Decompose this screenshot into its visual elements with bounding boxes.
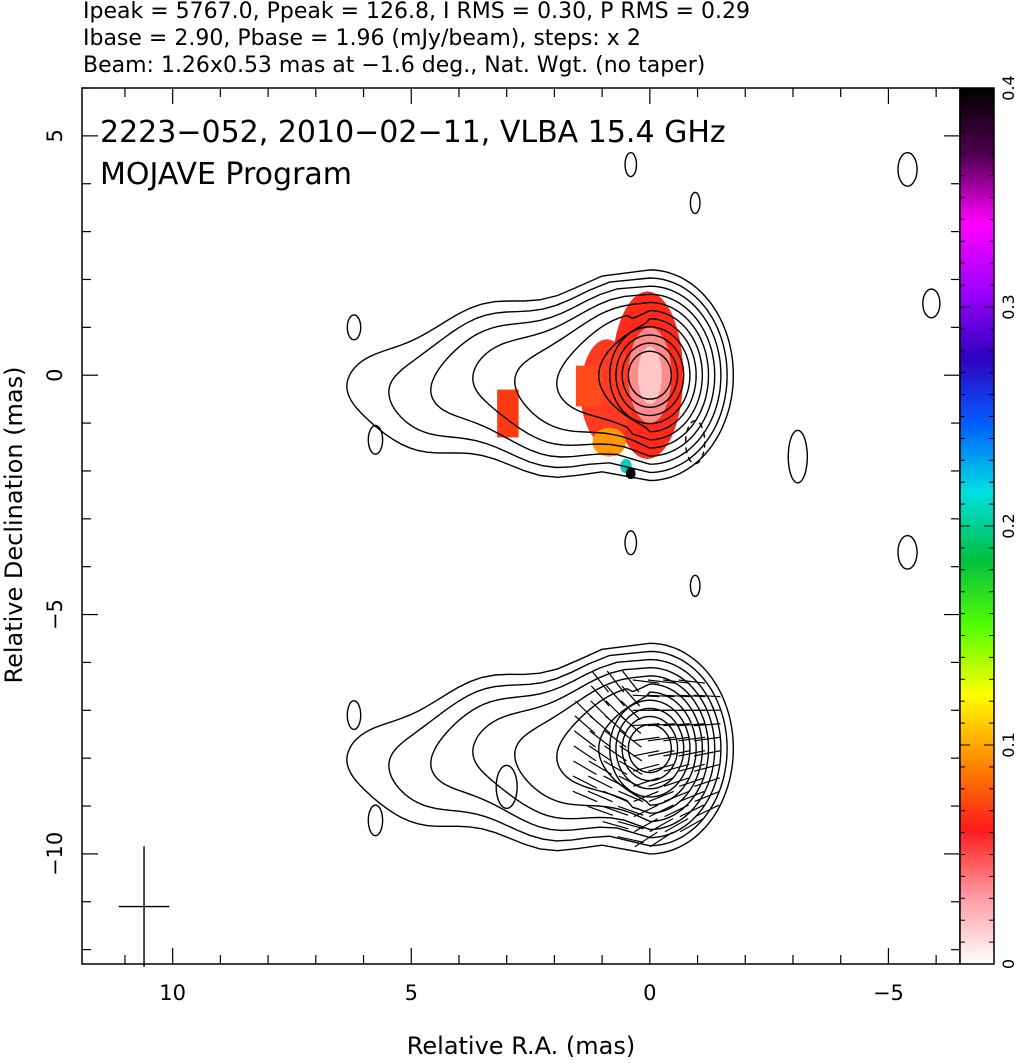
x-tick-label: 10 [159, 981, 186, 1005]
noise-contour [898, 536, 917, 570]
colorbar-tick-label: 0 [999, 959, 1018, 969]
intensity-contour [628, 725, 671, 773]
y-tick-label: 0 [43, 369, 67, 382]
x-tick-label: 0 [643, 981, 656, 1005]
evpa-vector [665, 805, 689, 817]
noise-contour [625, 153, 637, 177]
evpa-vector [588, 776, 612, 788]
evpa-vector [603, 791, 628, 801]
y-tick-label: 5 [43, 129, 67, 142]
header-line-3: Beam: 1.26x0.53 mas at −1.6 deg., Nat. W… [83, 53, 705, 78]
evpa-vector [649, 778, 674, 786]
evpa-vector [634, 805, 658, 817]
beam-marker [119, 846, 170, 967]
evpa-vector [604, 776, 628, 788]
y-tick-label: −5 [43, 599, 67, 630]
evpa-vector [588, 791, 613, 801]
colorbar-tick-labels: 0 0.1 0.2 0.3 0.4 [999, 75, 1018, 969]
contour-layer [347, 153, 940, 854]
evpa-vector [649, 805, 673, 817]
plot-frame [82, 88, 960, 964]
header-line-1: Ipeak = 5767.0, Ppeak = 126.8, I RMS = 0… [83, 0, 750, 24]
noise-contour [690, 575, 700, 596]
noise-contour [347, 701, 360, 730]
evpa-vector [575, 716, 595, 734]
noise-contour [368, 805, 382, 836]
evpa-vector [679, 764, 705, 771]
colorbar-tick-label: 0.2 [999, 513, 1018, 538]
noise-contour [368, 426, 382, 455]
evpa-vector [618, 806, 643, 815]
header-line-2: Ibase = 2.90, Pbase = 1.96 (mJy/beam), s… [83, 26, 641, 51]
evpa-vector [573, 791, 598, 801]
x-tick-label: −5 [873, 981, 904, 1005]
colorbar-tick-label: 0.3 [999, 294, 1018, 319]
evpa-vector [575, 701, 594, 720]
noise-contour [347, 315, 360, 340]
intensity-contour [515, 676, 709, 822]
axis-ticks [82, 88, 960, 964]
noise-contour [923, 289, 940, 318]
y-tick-label: −10 [43, 832, 67, 876]
axis-tick-labels: 10 5 0 −5 5 0 −5 −10 [43, 129, 904, 1005]
polarization-patch [638, 347, 662, 404]
plot-title-line-1: 2223−052, 2010−02−11, VLBA 15.4 GHz [100, 115, 726, 150]
x-axis-title: Relative R.A. (mas) [407, 1032, 635, 1060]
polarization-patch [576, 366, 602, 407]
colorbar-tick-label: 0.1 [999, 732, 1018, 757]
noise-contour [898, 153, 917, 187]
noise-contour [690, 192, 700, 213]
noise-contour [788, 430, 807, 483]
colorbar-tick-label: 0.4 [999, 75, 1018, 100]
y-axis-title: Relative Declination (mas) [0, 366, 28, 683]
x-tick-label: 5 [405, 981, 418, 1005]
noise-contour [625, 531, 637, 555]
plot-title-line-2: MOJAVE Program [100, 157, 352, 192]
